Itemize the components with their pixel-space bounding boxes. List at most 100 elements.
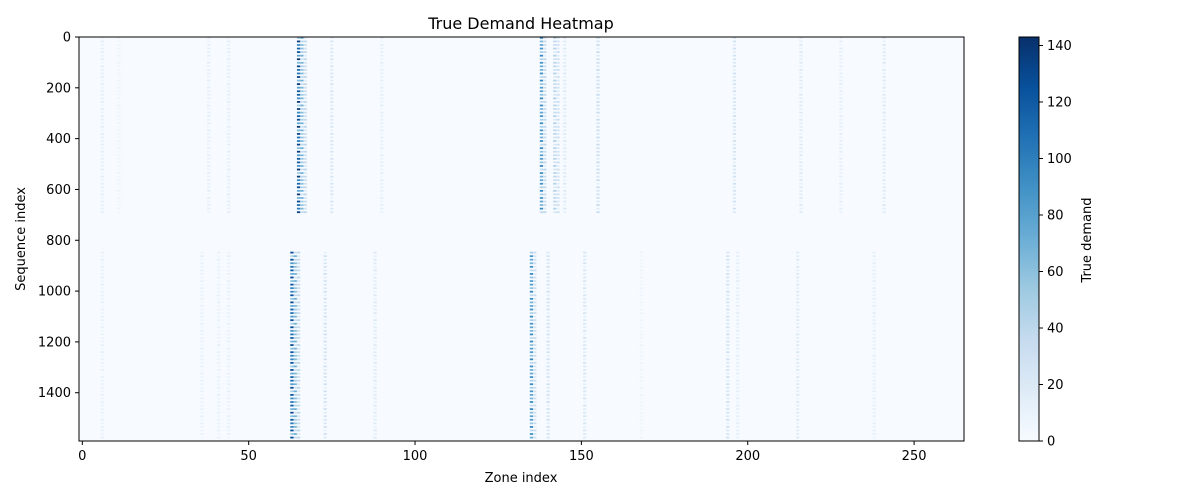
- heatmap-cell: [296, 312, 301, 314]
- heatmap-cell: [795, 273, 800, 275]
- heatmap-cell: [293, 376, 297, 378]
- heatmap-cell: [543, 101, 547, 103]
- heatmap-cell: [872, 436, 876, 439]
- heatmap-cell: [373, 340, 377, 343]
- heatmap-cell: [290, 290, 294, 293]
- heatmap-cell: [290, 426, 294, 428]
- heatmap-cell: [736, 347, 740, 350]
- heatmap-cell: [373, 287, 377, 290]
- heatmap-cell: [553, 51, 557, 54]
- heatmap-cell: [596, 93, 600, 96]
- heatmap-cell: [290, 297, 294, 300]
- heatmap-cell: [556, 133, 560, 135]
- heatmap-cell: [736, 308, 740, 311]
- heatmap-cell: [736, 415, 740, 418]
- heatmap-cell: [323, 305, 327, 307]
- heatmap-cell: [296, 136, 301, 139]
- heatmap-cell: [795, 301, 800, 304]
- heatmap-cell: [546, 422, 550, 425]
- heatmap-cell: [227, 69, 231, 71]
- heatmap-cell: [217, 372, 221, 375]
- heatmap-cell: [227, 54, 231, 57]
- heatmap-cell: [799, 168, 803, 171]
- heatmap-cell: [293, 358, 297, 361]
- heatmap-cell: [795, 358, 800, 361]
- heatmap-cell: [872, 379, 876, 382]
- heatmap-cell: [296, 186, 301, 189]
- heatmap-cell: [839, 140, 843, 142]
- heatmap-cell: [330, 157, 334, 160]
- heatmap-cell: [300, 168, 304, 171]
- heatmap-cell: [732, 157, 737, 160]
- heatmap-cell: [596, 101, 600, 103]
- heatmap-cell: [207, 157, 211, 160]
- heatmap-cell: [799, 79, 803, 82]
- heatmap-cell: [546, 429, 550, 432]
- heatmap-cell: [736, 361, 740, 364]
- heatmap-cell: [303, 182, 307, 185]
- heatmap-cell: [546, 383, 550, 386]
- heatmap-cell: [596, 58, 600, 61]
- heatmap-cell: [227, 408, 231, 411]
- heatmap-cell: [293, 393, 297, 396]
- heatmap-cell: [543, 197, 547, 199]
- heatmap-cell: [380, 172, 384, 174]
- heatmap-cell: [323, 386, 327, 389]
- heatmap-cell: [546, 361, 550, 364]
- heatmap-cell: [296, 189, 301, 192]
- heatmap-cell: [330, 125, 334, 128]
- heatmap-cell: [290, 376, 294, 378]
- heatmap-cell: [639, 276, 643, 279]
- heatmap-cell: [543, 154, 547, 157]
- heatmap-cell: [296, 322, 301, 325]
- heatmap-cell: [373, 386, 377, 389]
- heatmap-cell: [117, 189, 121, 192]
- heatmap-cell: [726, 379, 730, 382]
- heatmap-cell: [596, 172, 600, 174]
- heatmap-cell: [227, 418, 231, 421]
- heatmap-cell: [546, 305, 550, 307]
- heatmap-cell: [300, 37, 304, 39]
- heatmap-cell: [227, 322, 231, 325]
- heatmap-cell: [217, 354, 221, 357]
- heatmap-cell: [556, 204, 560, 206]
- heatmap-cell: [227, 125, 231, 128]
- heatmap-cell: [100, 305, 104, 307]
- heatmap-cell: [293, 344, 297, 346]
- heatmap-cell: [553, 207, 557, 210]
- heatmap-cell: [373, 379, 377, 382]
- heatmap-cell: [303, 193, 307, 196]
- heatmap-cell: [227, 154, 231, 157]
- heatmap-cell: [200, 276, 204, 279]
- heatmap-cell: [296, 408, 301, 411]
- heatmap-cell: [100, 273, 104, 275]
- heatmap-cell: [380, 86, 384, 89]
- heatmap-cell: [799, 125, 803, 128]
- heatmap-cell: [100, 97, 104, 100]
- heatmap-cell: [726, 301, 730, 304]
- heatmap-cell: [296, 251, 301, 254]
- heatmap-cell: [726, 262, 730, 265]
- heatmap-cell: [293, 326, 297, 329]
- heatmap-cell: [207, 72, 211, 75]
- heatmap-cell: [736, 397, 740, 400]
- heatmap-cell: [546, 319, 550, 322]
- heatmap-cell: [726, 361, 730, 364]
- heatmap-cell: [293, 379, 297, 382]
- heatmap-cell: [207, 186, 211, 189]
- heatmap-cell: [732, 44, 737, 46]
- heatmap-cell: [217, 422, 221, 425]
- heatmap-cell: [736, 319, 740, 322]
- heatmap-cell: [639, 283, 643, 286]
- heatmap-cell: [533, 265, 537, 268]
- heatmap-cell: [732, 172, 737, 174]
- heatmap-cell: [217, 305, 221, 307]
- heatmap-cell: [583, 422, 587, 425]
- heatmap-cell: [563, 115, 567, 118]
- heatmap-cell: [117, 197, 121, 199]
- heatmap-cell: [529, 301, 534, 304]
- heatmap-cell: [117, 69, 121, 71]
- heatmap-cell: [839, 72, 843, 75]
- heatmap-cell: [882, 76, 886, 78]
